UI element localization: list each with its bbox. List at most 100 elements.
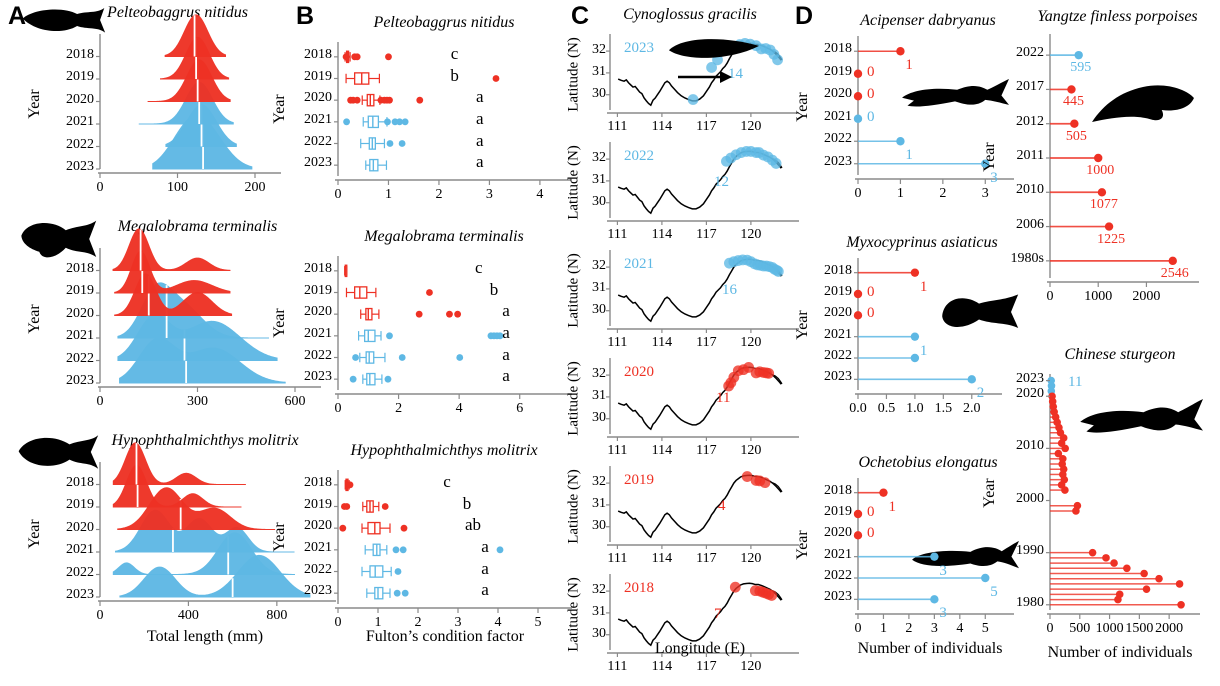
year-tick-b-2-3: 2020 (304, 518, 332, 534)
lat-tick-0-2: 32 (592, 42, 606, 58)
x-tick-b-1-3: 6 (516, 401, 524, 416)
year-tick-porpoise-0: 2022 (1016, 45, 1044, 61)
year-tick-0-2: 2021 (66, 114, 94, 129)
year-label-c-4: 2019 (624, 472, 654, 488)
subplot-title-b-0: Pelteobaggrus nitidus (373, 14, 515, 31)
bream-silhouette (21, 220, 97, 258)
panel-d-subplot-1 (853, 258, 1002, 399)
lon-tick-1-3: 120 (740, 227, 762, 242)
lon-tick-3-2: 117 (696, 443, 717, 458)
boxplot-row-2022 (352, 351, 464, 364)
lat-tick-0-0: 30 (592, 85, 606, 101)
sig-letter-2-2: a (481, 536, 489, 556)
year-tick-d-0-1: 2022 (824, 131, 852, 147)
year-label-c-2: 2021 (624, 256, 654, 272)
bream-silhouette (21, 220, 97, 258)
x-tick-d-2-1: 1 (879, 621, 887, 636)
year-tick-sturgeon-3: 2000 (1016, 490, 1044, 506)
count-label-c-4: 4 (718, 498, 726, 514)
boxplot-row-2019 (345, 286, 433, 299)
panel-c-ylabel: Latitude (N) (565, 577, 582, 652)
year-tick-porpoise-1: 2017 (1016, 79, 1044, 95)
year-tick-d-1-5: 2018 (824, 262, 852, 278)
year-tick-1-5: 2018 (66, 260, 94, 276)
panel-a-subplot-1 (96, 228, 321, 392)
x-tick-b-2-3: 3 (454, 615, 462, 630)
year-tick-1-1: 2022 (66, 350, 94, 366)
x-tick-d-2-2: 2 (905, 621, 913, 636)
year-tick-2-2: 2021 (66, 542, 94, 557)
year-tick-0-4: 2019 (66, 69, 94, 84)
x-tick-sturgeon-4: 2000 (1155, 621, 1184, 636)
x-tick-d-0-2: 2 (939, 186, 947, 201)
year-tick-d-0-0: 2023 (824, 153, 852, 169)
value-label-d-1-5: 1 (919, 278, 928, 295)
year-tick-b-1-1: 2022 (304, 347, 332, 363)
x-tick-b-0-3: 3 (485, 187, 493, 202)
year-tick-d-1-4: 2019 (824, 284, 852, 299)
year-tick-porpoise-4: 2010 (1016, 182, 1044, 198)
carp-silhouette (18, 435, 99, 469)
x-tick-1-1: 300 (187, 394, 208, 409)
figure-root: A Pelteobaggrus nitidus 2023 2022 2021 2020 20… (8, 2, 1203, 674)
panel-c-title: Cynoglossus gracilis (623, 6, 757, 23)
x-tick-1-2: 600 (284, 394, 306, 409)
value-label-porpoise-6: 2546 (1160, 265, 1189, 281)
boxplot-row-2023 (349, 372, 392, 386)
lollipop-dot (910, 332, 920, 341)
value-label-d-0-4: 0 (867, 63, 875, 80)
lon-tick-4-3: 120 (740, 551, 762, 566)
lon-tick-3-1: 114 (651, 443, 673, 458)
year-tick-d-1-1: 2022 (824, 348, 852, 363)
lon-tick-2-2: 117 (696, 335, 717, 350)
porpoise-silhouette (1092, 85, 1194, 122)
x-tick-d-0-3: 3 (981, 186, 989, 201)
year-tick-0-1: 2022 (66, 136, 94, 152)
catfish-silhouette (22, 8, 106, 33)
value-label-d-1-4: 0 (867, 284, 875, 300)
x-tick-b-1-0: 0 (334, 401, 342, 416)
sig-letter-1-3: a (502, 301, 510, 321)
occurrence-point (772, 54, 783, 66)
value-label-d-0-3: 0 (867, 86, 875, 103)
lon-tick-5-1: 114 (651, 659, 673, 674)
year-tick-d-2-2: 2021 (824, 546, 852, 562)
year-tick-1-3: 2020 (66, 305, 94, 321)
lon-tick-5-2: 117 (696, 659, 717, 674)
lat-tick-2-1: 31 (592, 279, 606, 295)
boxplot-row-2018 (342, 50, 392, 64)
x-tick-b-2-5: 5 (534, 615, 542, 630)
ridge-2018 (112, 442, 246, 485)
chinese-sturgeon-silhouette (1080, 399, 1203, 433)
chinese-sturgeon-silhouette (1080, 399, 1203, 433)
lon-tick-4-1: 114 (651, 551, 673, 566)
lollipop-dot (981, 159, 990, 168)
year-tick-0-0: 2023 (66, 159, 94, 174)
lon-tick-3-3: 120 (740, 443, 762, 458)
panel-d-subplot-0 (853, 36, 1014, 184)
year-tick-sturgeon-5: 1980 (1016, 594, 1044, 610)
manchurian-dace-silhouette (912, 541, 1019, 569)
panel-c-ylabel: Latitude (N) (565, 469, 582, 544)
x-tick-d-0-1: 1 (896, 186, 904, 201)
year-tick-0-3: 2020 (66, 91, 94, 107)
year-tick-d-0-2: 2021 (824, 108, 852, 124)
lon-tick-2-0: 111 (607, 335, 628, 350)
x-tick-1-0: 0 (96, 394, 104, 409)
lollipop-dot (853, 311, 863, 320)
value-label-d-2-5: 1 (888, 498, 896, 515)
subplot-title-d-2: Ochetobius elongatus (858, 454, 998, 471)
x-tick-sturgeon-2: 1000 (1095, 621, 1124, 636)
panel-d-subplot-2 (853, 478, 1014, 619)
tonguesole-silhouette (668, 39, 760, 58)
x-tick-d-0-0: 0 (854, 186, 862, 201)
x-tick-d-2-3: 3 (930, 621, 938, 636)
lon-tick-0-3: 120 (740, 119, 762, 134)
count-label-c-1: 12 (714, 174, 729, 190)
panel-b-ylabel: Year (271, 522, 288, 552)
year-tick-d-0-3: 2020 (824, 86, 852, 102)
year-tick-1-2: 2021 (66, 328, 94, 343)
year-tick-b-0-5: 2018 (304, 46, 332, 62)
panel-c-ylabel: Latitude (N) (565, 253, 582, 328)
porpoise-silhouette (1092, 85, 1194, 122)
